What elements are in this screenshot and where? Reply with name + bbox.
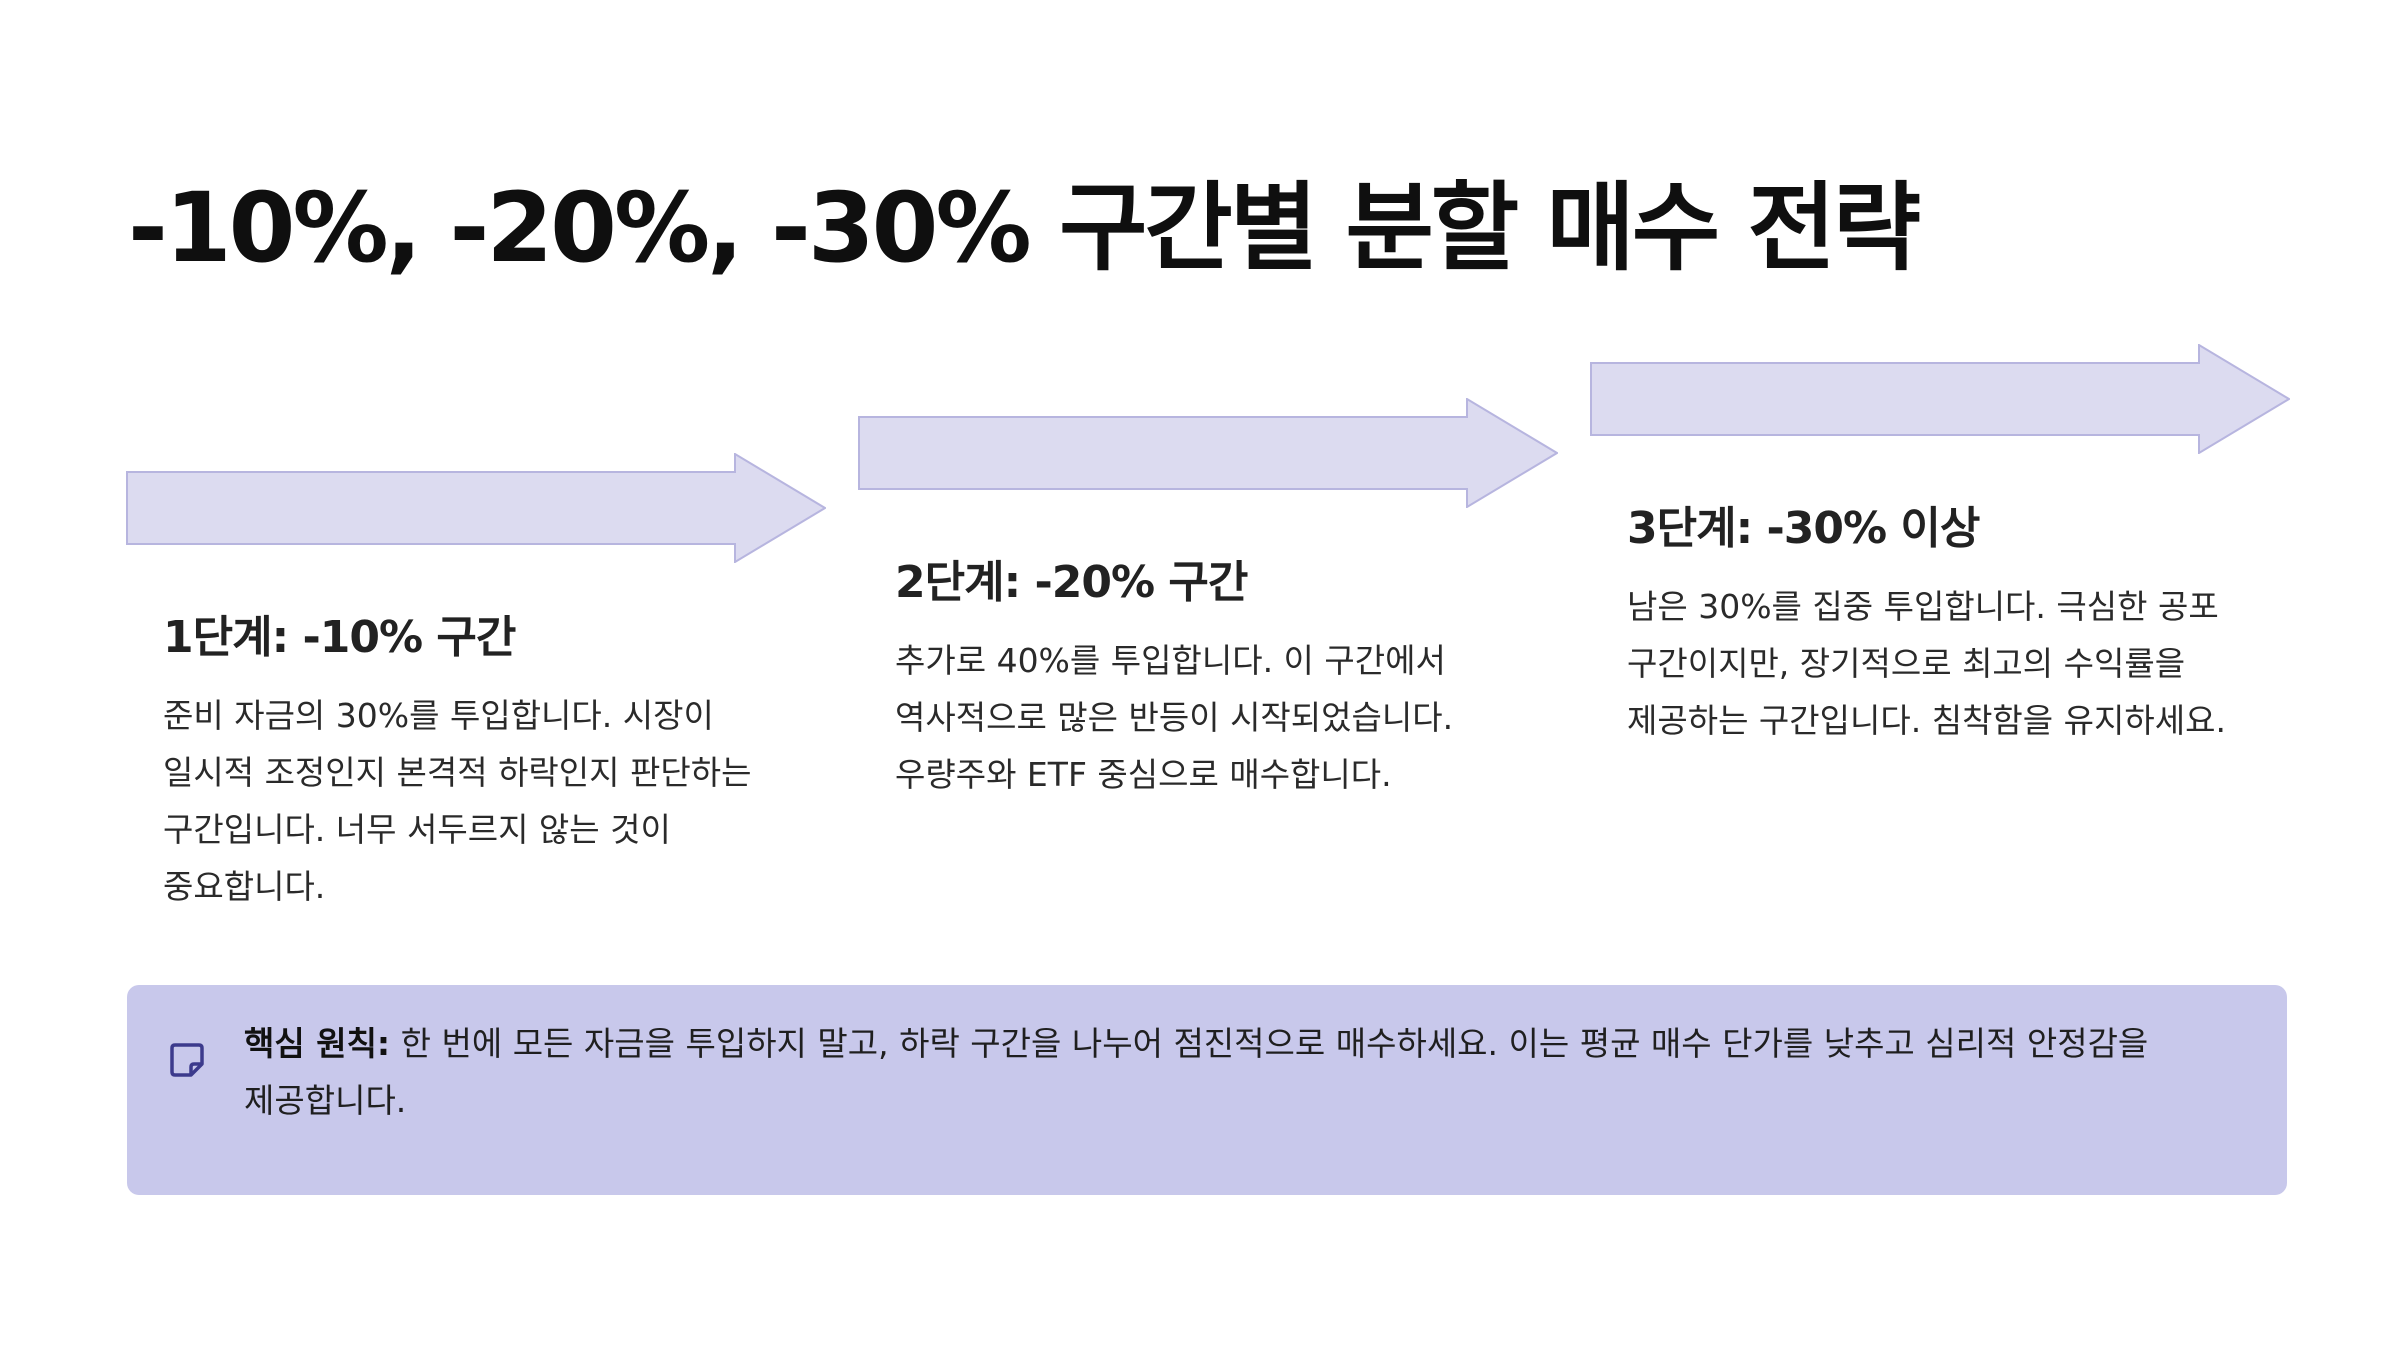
step-3-arrow (1590, 344, 2290, 454)
step-1-body: 준비 자금의 30%를 투입합니다. 시장이 일시적 조정인지 본격적 하락인지… (163, 696, 752, 906)
key-principle-text: 핵심 원칙: 한 번에 모든 자금을 투입하지 말고, 하락 구간을 나누어 점… (244, 1015, 2254, 1129)
step-1-arrow (126, 453, 826, 563)
step-2-heading: 2단계: -20% 구간 (895, 557, 1248, 608)
key-principle-callout: 핵심 원칙: 한 번에 모든 자금을 투입하지 말고, 하락 구간을 나누어 점… (127, 985, 2287, 1195)
step-3: 3단계: -30% 이상 남은 30%를 집중 투입합니다. 극심한 공포 구간… (1590, 344, 2290, 749)
step-3-heading: 3단계: -30% 이상 (1627, 503, 1980, 554)
step-1: 1단계: -10% 구간 준비 자금의 30%를 투입합니다. 시장이 일시적 … (126, 453, 826, 915)
key-principle-label: 핵심 원칙: (244, 1024, 391, 1063)
page-title: -10%, -20%, -30% 구간별 분할 매수 전략 (128, 172, 1921, 284)
note-icon (170, 1043, 204, 1077)
key-principle-body: 한 번에 모든 자금을 투입하지 말고, 하락 구간을 나누어 점진적으로 매수… (244, 1024, 2149, 1120)
step-2: 2단계: -20% 구간 추가로 40%를 투입합니다. 이 구간에서 역사적으… (858, 398, 1558, 803)
step-2-body: 추가로 40%를 투입합니다. 이 구간에서 역사적으로 많은 반등이 시작되었… (895, 641, 1454, 794)
step-3-body: 남은 30%를 집중 투입합니다. 극심한 공포 구간이지만, 장기적으로 최고… (1627, 587, 2226, 740)
step-2-arrow (858, 398, 1558, 508)
step-1-heading: 1단계: -10% 구간 (163, 612, 516, 663)
